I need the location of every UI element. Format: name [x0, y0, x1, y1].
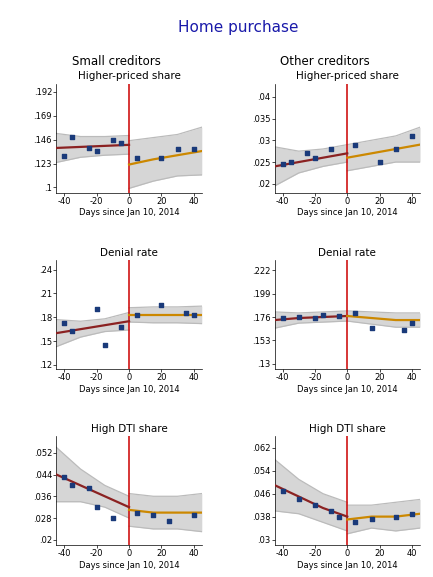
Point	[304, 149, 310, 158]
Point	[311, 500, 318, 509]
Point	[320, 310, 326, 320]
Point	[190, 144, 197, 153]
X-axis label: Days since Jan 10, 2014: Days since Jan 10, 2014	[297, 208, 397, 218]
Point	[110, 135, 116, 144]
X-axis label: Days since Jan 10, 2014: Days since Jan 10, 2014	[297, 385, 397, 394]
Point	[85, 143, 92, 152]
Point	[368, 515, 375, 524]
X-axis label: Days since Jan 10, 2014: Days since Jan 10, 2014	[79, 561, 179, 570]
Point	[117, 322, 124, 331]
Point	[352, 518, 359, 527]
Point	[392, 512, 399, 521]
Point	[336, 312, 343, 321]
Point	[61, 152, 68, 161]
Point	[69, 326, 76, 335]
Point	[295, 312, 302, 321]
Point	[279, 313, 286, 323]
Point	[166, 516, 173, 526]
Point	[401, 325, 407, 335]
Title: Denial rate: Denial rate	[100, 248, 158, 258]
Point	[158, 301, 165, 310]
X-axis label: Days since Jan 10, 2014: Days since Jan 10, 2014	[79, 385, 179, 394]
Title: Higher-priced share: Higher-priced share	[78, 72, 181, 81]
Text: Home purchase: Home purchase	[178, 20, 298, 35]
Point	[190, 511, 197, 520]
Title: High DTI share: High DTI share	[309, 424, 386, 434]
Point	[174, 144, 181, 153]
Point	[110, 514, 116, 523]
Point	[85, 484, 92, 493]
Point	[392, 144, 399, 153]
Point	[61, 473, 68, 482]
Point	[328, 506, 335, 515]
Point	[182, 309, 189, 318]
Point	[279, 160, 286, 169]
Text: Small creditors: Small creditors	[72, 55, 162, 68]
Title: Higher-priced share: Higher-priced share	[296, 72, 399, 81]
Text: Other creditors: Other creditors	[280, 55, 370, 68]
Point	[93, 305, 100, 314]
Point	[352, 140, 359, 149]
Point	[61, 318, 68, 327]
Point	[328, 144, 335, 153]
Title: Denial rate: Denial rate	[318, 248, 376, 258]
Point	[158, 153, 165, 163]
Point	[117, 138, 124, 147]
Point	[408, 509, 415, 518]
Point	[69, 481, 76, 490]
Point	[279, 486, 286, 496]
Point	[408, 319, 415, 328]
Title: High DTI share: High DTI share	[90, 424, 168, 434]
X-axis label: Days since Jan 10, 2014: Days since Jan 10, 2014	[297, 561, 397, 570]
Point	[101, 340, 108, 350]
Point	[311, 153, 318, 162]
X-axis label: Days since Jan 10, 2014: Days since Jan 10, 2014	[79, 208, 179, 218]
Point	[93, 503, 100, 512]
Point	[368, 324, 375, 333]
Point	[408, 132, 415, 141]
Point	[134, 508, 141, 517]
Point	[311, 313, 318, 323]
Point	[352, 308, 359, 317]
Point	[134, 153, 141, 163]
Point	[376, 158, 383, 167]
Point	[93, 147, 100, 156]
Point	[336, 512, 343, 521]
Point	[69, 132, 76, 141]
Point	[295, 495, 302, 504]
Point	[190, 310, 197, 320]
Point	[150, 511, 157, 520]
Point	[134, 310, 141, 320]
Point	[287, 158, 294, 167]
